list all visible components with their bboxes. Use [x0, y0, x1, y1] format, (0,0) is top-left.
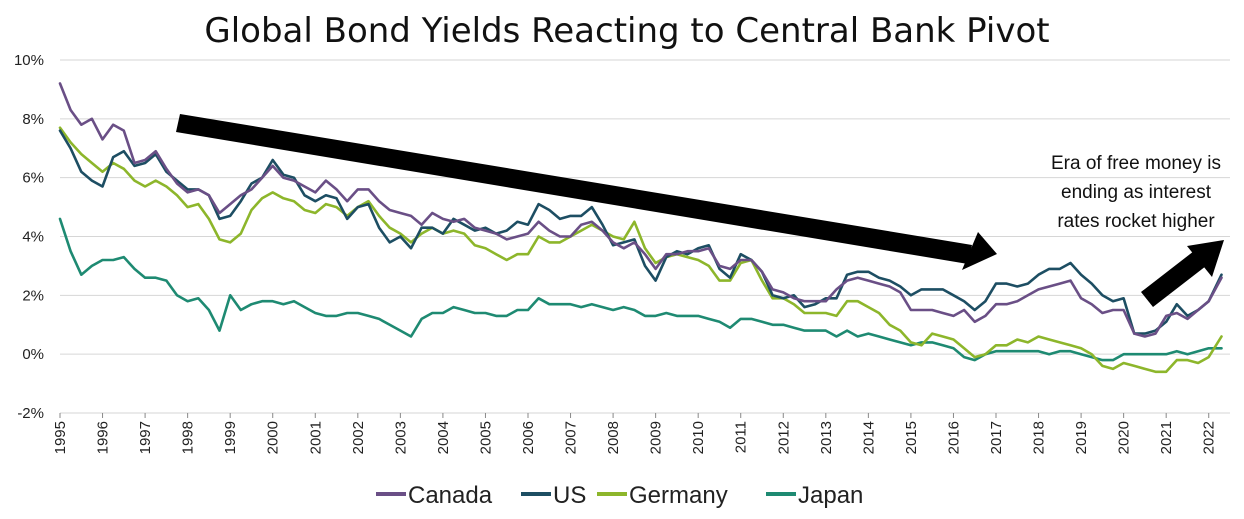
y-tick-label: 2% — [22, 287, 44, 304]
x-tick-label: 2018 — [1031, 421, 1048, 454]
x-tick-label: 2021 — [1158, 421, 1175, 454]
annotation-line-3: rates rocket higher — [1057, 211, 1215, 232]
legend-label-us: US — [553, 482, 586, 509]
uptrend-arrow-head — [1187, 240, 1224, 277]
chart-title: Global Bond Yields Reacting to Central B… — [204, 11, 1049, 51]
x-tick-label: 2008 — [605, 421, 622, 454]
x-tick-label: 2001 — [307, 421, 324, 454]
x-tick-label: 2012 — [775, 421, 792, 454]
y-tick-label: 8% — [22, 111, 44, 128]
legend-label-germany: Germany — [629, 482, 728, 509]
downtrend-arrow-head — [962, 232, 997, 270]
legend-label-japan: Japan — [798, 482, 863, 509]
x-tick-label: 2009 — [648, 421, 665, 454]
y-axis: 10% 8% 6% 4% 2% 0% -2% — [14, 52, 44, 422]
x-tick-label: 1999 — [222, 421, 239, 454]
y-tick-label: 4% — [22, 229, 44, 246]
x-tick-label: 2007 — [563, 421, 580, 454]
arrow-layer — [176, 114, 1224, 307]
x-tick-label: 2010 — [690, 421, 707, 454]
x-tick-label: 2019 — [1073, 421, 1090, 454]
uptrend-arrow — [1141, 251, 1206, 307]
y-tick-label: -2% — [17, 405, 44, 422]
legend: Canada US Germany Japan — [376, 482, 863, 509]
series-layer — [58, 82, 1223, 374]
x-tick-label: 2017 — [988, 421, 1005, 454]
x-tick-label: 2014 — [860, 421, 877, 454]
series-line-germany — [58, 126, 1223, 374]
x-tick-label: 2004 — [435, 421, 452, 454]
series-line-japan — [58, 217, 1223, 362]
x-tick-label: 2013 — [818, 421, 835, 454]
series-line-canada — [58, 82, 1223, 338]
x-tick-label: 2002 — [350, 421, 367, 454]
x-tick-label: 2006 — [520, 421, 537, 454]
x-tick-label: 1995 — [52, 421, 69, 454]
grid-layer — [60, 59, 1230, 414]
x-tick-label: 1998 — [180, 421, 197, 454]
x-tick-label: 2022 — [1201, 421, 1218, 454]
x-tick-label: 2005 — [477, 421, 494, 454]
series-line-us — [58, 129, 1223, 335]
x-tick-label: 2020 — [1116, 421, 1133, 454]
x-tick-label: 2016 — [945, 421, 962, 454]
annotation-line-2: ending as interest — [1061, 182, 1212, 203]
y-tick-label: 0% — [22, 346, 44, 363]
x-tick-label: 2000 — [265, 421, 282, 454]
legend-label-canada: Canada — [408, 482, 493, 509]
x-tick-label: 1997 — [137, 421, 154, 454]
x-axis: 1995 1996 1997 1998 1999 2000 2001 2002 2003 2004… — [52, 413, 1218, 454]
y-tick-label: 6% — [22, 170, 44, 187]
y-tick-label: 10% — [14, 52, 44, 69]
annotation: Era of free money is ending as interest … — [1051, 153, 1221, 232]
x-tick-label: 2015 — [903, 421, 920, 454]
x-tick-label: 2011 — [733, 421, 750, 453]
downtrend-arrow — [176, 114, 972, 264]
x-tick-label: 1996 — [95, 421, 112, 454]
annotation-line-1: Era of free money is — [1051, 153, 1221, 174]
x-tick-label: 2003 — [392, 421, 409, 454]
